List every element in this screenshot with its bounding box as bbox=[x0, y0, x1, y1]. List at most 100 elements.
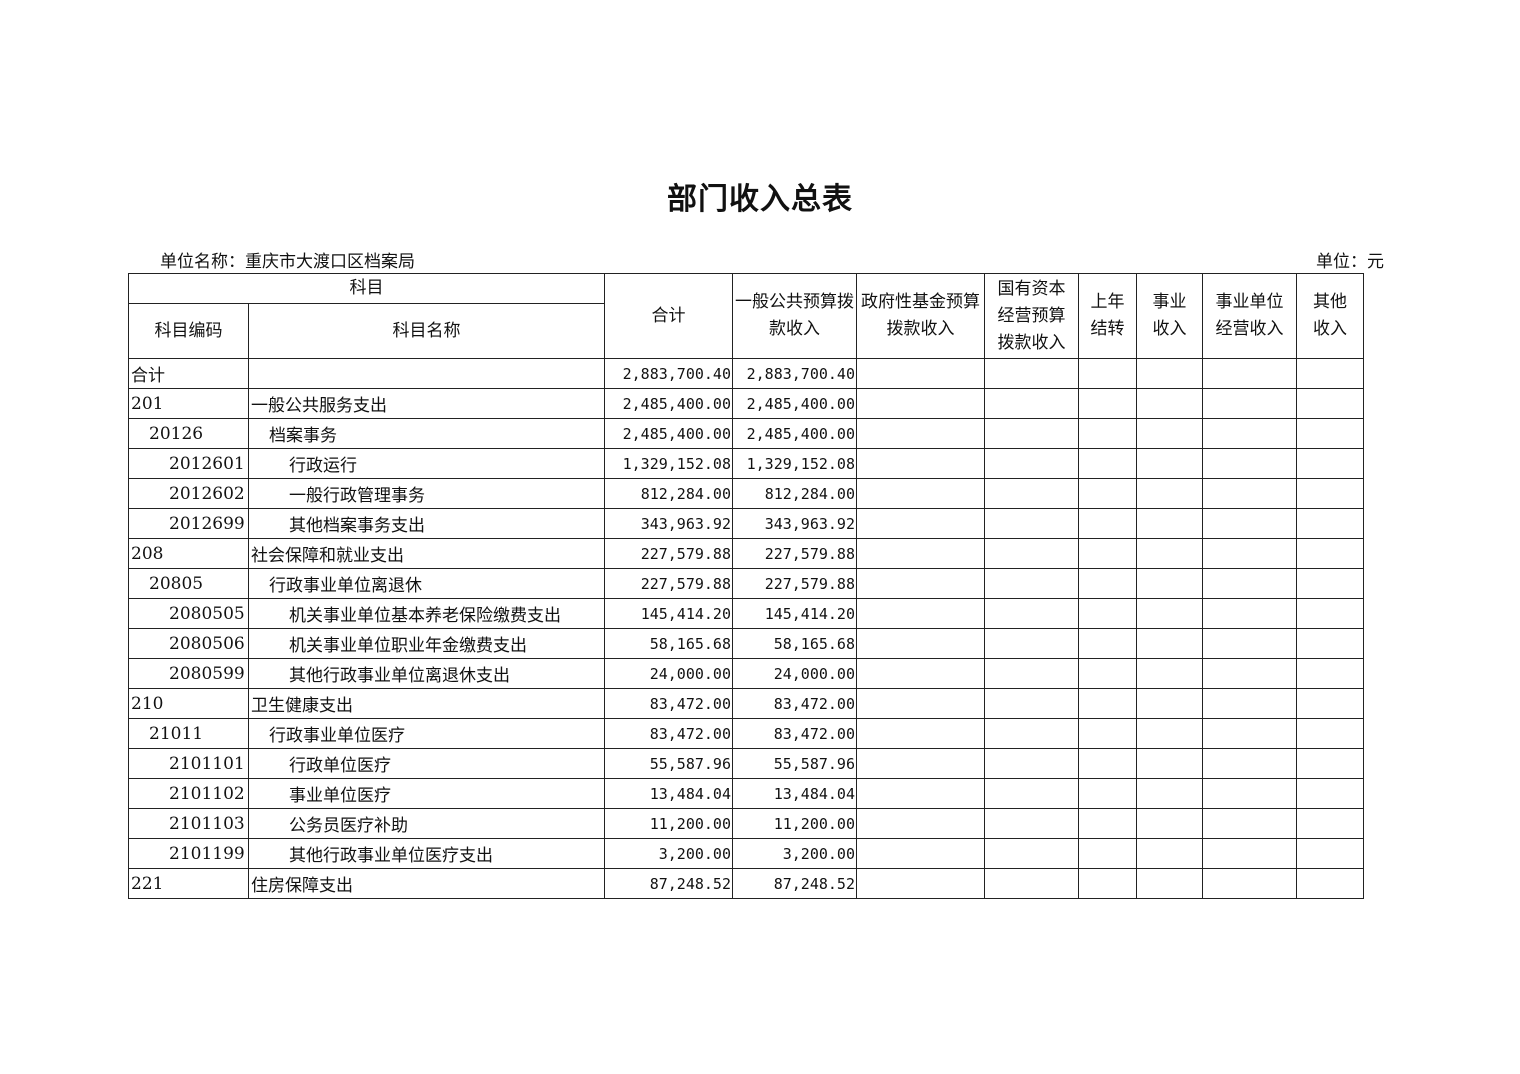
currency-unit: 单位：元 bbox=[1316, 252, 1384, 272]
row-total: 227,579.88 bbox=[604, 568, 733, 599]
empty-cell bbox=[856, 718, 985, 749]
empty-cell bbox=[856, 868, 985, 899]
empty-cell bbox=[856, 598, 985, 629]
empty-cell bbox=[1078, 508, 1137, 539]
empty-cell bbox=[856, 808, 985, 839]
empty-cell bbox=[984, 628, 1079, 659]
empty-cell bbox=[856, 838, 985, 869]
row-general: 812,284.00 bbox=[732, 478, 857, 509]
row-general: 83,472.00 bbox=[732, 688, 857, 719]
empty-cell bbox=[1136, 748, 1203, 779]
empty-cell bbox=[984, 358, 1079, 389]
empty-cell bbox=[1202, 808, 1297, 839]
empty-cell bbox=[1136, 658, 1203, 689]
empty-cell bbox=[856, 508, 985, 539]
row-code: 2101102 bbox=[128, 778, 249, 809]
table-row: 2080599 其他行政事业单位离退休支出 24,000.00 24,000.00 bbox=[128, 658, 1364, 689]
row-code: 201 bbox=[128, 388, 249, 419]
empty-cell bbox=[1202, 598, 1297, 629]
empty-cell bbox=[1078, 658, 1137, 689]
row-code: 2101101 bbox=[128, 748, 249, 779]
empty-cell bbox=[1202, 478, 1297, 509]
empty-cell bbox=[1136, 538, 1203, 569]
empty-cell bbox=[984, 838, 1079, 869]
row-total: 2,485,400.00 bbox=[604, 388, 733, 419]
row-total: 2,883,700.40 bbox=[604, 358, 733, 389]
table-row: 2012601 行政运行 1,329,152.08 1,329,152.08 bbox=[128, 448, 1364, 479]
row-general: 343,963.92 bbox=[732, 508, 857, 539]
row-name: 行政事业单位离退休 bbox=[248, 568, 605, 599]
empty-cell bbox=[1078, 358, 1137, 389]
row-name: 行政运行 bbox=[248, 448, 605, 479]
header-carryover: 上年结转 bbox=[1078, 273, 1137, 359]
table-row: 201 一般公共服务支出 2,485,400.00 2,485,400.00 bbox=[128, 388, 1364, 419]
row-name: 行政事业单位医疗 bbox=[248, 718, 605, 749]
row-name: 机关事业单位基本养老保险缴费支出 bbox=[248, 598, 605, 629]
row-name: 一般公共服务支出 bbox=[248, 388, 605, 419]
empty-cell bbox=[1202, 388, 1297, 419]
row-code: 2012699 bbox=[128, 508, 249, 539]
row-total: 343,963.92 bbox=[604, 508, 733, 539]
row-general: 24,000.00 bbox=[732, 658, 857, 689]
row-name: 一般行政管理事务 bbox=[248, 478, 605, 509]
empty-cell bbox=[1078, 778, 1137, 809]
row-general: 227,579.88 bbox=[732, 538, 857, 569]
row-name: 行政单位医疗 bbox=[248, 748, 605, 779]
empty-cell bbox=[984, 868, 1079, 899]
row-general: 87,248.52 bbox=[732, 868, 857, 899]
header-other: 其他收入 bbox=[1296, 273, 1364, 359]
page-title: 部门收入总表 bbox=[667, 182, 853, 217]
empty-cell bbox=[1202, 868, 1297, 899]
empty-cell bbox=[984, 598, 1079, 629]
empty-cell bbox=[1296, 568, 1364, 599]
empty-cell bbox=[1136, 508, 1203, 539]
empty-cell bbox=[1136, 778, 1203, 809]
empty-cell bbox=[1296, 778, 1364, 809]
header-business-unit: 事业单位经营收入 bbox=[1202, 273, 1297, 359]
row-general: 2,485,400.00 bbox=[732, 388, 857, 419]
empty-cell bbox=[984, 778, 1079, 809]
header-business: 事业收入 bbox=[1136, 273, 1203, 359]
empty-cell bbox=[984, 478, 1079, 509]
header-state-capital: 国有资本经营预算拨款收入 bbox=[984, 273, 1079, 359]
row-general: 1,329,152.08 bbox=[732, 448, 857, 479]
empty-cell bbox=[1136, 388, 1203, 419]
table-row: 2101199 其他行政事业单位医疗支出 3,200.00 3,200.00 bbox=[128, 838, 1364, 869]
empty-cell bbox=[984, 418, 1079, 449]
empty-cell bbox=[1296, 748, 1364, 779]
empty-cell bbox=[1202, 658, 1297, 689]
row-general: 3,200.00 bbox=[732, 838, 857, 869]
empty-cell bbox=[984, 568, 1079, 599]
row-total: 812,284.00 bbox=[604, 478, 733, 509]
empty-cell bbox=[856, 748, 985, 779]
empty-cell bbox=[856, 628, 985, 659]
empty-cell bbox=[1202, 718, 1297, 749]
row-name bbox=[248, 358, 605, 389]
empty-cell bbox=[1202, 838, 1297, 869]
empty-cell bbox=[856, 688, 985, 719]
empty-cell bbox=[856, 418, 985, 449]
empty-cell bbox=[984, 448, 1079, 479]
empty-cell bbox=[1078, 748, 1137, 779]
empty-cell bbox=[1078, 538, 1137, 569]
empty-cell bbox=[1296, 808, 1364, 839]
empty-cell bbox=[856, 478, 985, 509]
empty-cell bbox=[1078, 568, 1137, 599]
row-code: 208 bbox=[128, 538, 249, 569]
empty-cell bbox=[1078, 598, 1137, 629]
empty-cell bbox=[1136, 568, 1203, 599]
empty-cell bbox=[1202, 358, 1297, 389]
row-total: 11,200.00 bbox=[604, 808, 733, 839]
income-table: 科目 合计 一般公共预算拨款收入 政府性基金预算拨款收入 国有资本经营预算拨款收… bbox=[128, 273, 1364, 899]
empty-cell bbox=[1296, 448, 1364, 479]
row-name: 社会保障和就业支出 bbox=[248, 538, 605, 569]
row-total: 13,484.04 bbox=[604, 778, 733, 809]
row-code: 合计 bbox=[128, 358, 249, 389]
empty-cell bbox=[1202, 508, 1297, 539]
empty-cell bbox=[1078, 808, 1137, 839]
row-name: 事业单位医疗 bbox=[248, 778, 605, 809]
empty-cell bbox=[1202, 688, 1297, 719]
empty-cell bbox=[1078, 448, 1137, 479]
row-code: 2012601 bbox=[128, 448, 249, 479]
empty-cell bbox=[1296, 718, 1364, 749]
